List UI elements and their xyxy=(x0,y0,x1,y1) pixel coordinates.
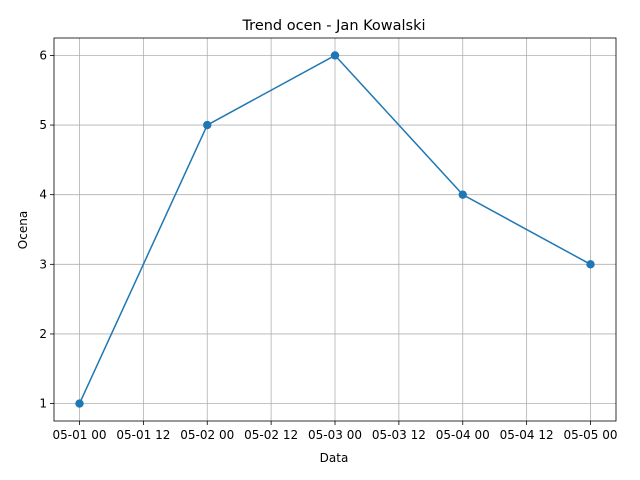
y-tick-label: 5 xyxy=(39,118,47,132)
x-tick-label: 05-03 00 xyxy=(308,428,362,442)
x-tick-label: 05-02 00 xyxy=(180,428,234,442)
x-tick-label: 05-05 00 xyxy=(564,428,618,442)
data-point xyxy=(203,120,212,130)
y-tick-label: 2 xyxy=(39,327,47,341)
x-tick-label: 05-01 00 xyxy=(53,428,107,442)
x-axis-ticks: 05-01 00 05-01 12 05-02 00 05-02 12 05-03 00… xyxy=(53,421,618,442)
y-tick-label: 4 xyxy=(39,188,47,202)
y-tick-label: 1 xyxy=(39,397,47,411)
y-tick-label: 6 xyxy=(39,48,47,62)
x-tick-label: 05-02 12 xyxy=(244,428,298,442)
data-point xyxy=(586,260,595,269)
x-tick-label: 05-04 00 xyxy=(436,428,490,442)
x-tick-label: 05-03 12 xyxy=(372,428,426,442)
y-axis-label: Ocena xyxy=(16,211,30,249)
data-point xyxy=(75,399,84,408)
data-point xyxy=(330,51,340,60)
y-axis-ticks: 1 2 3 4 5 6 xyxy=(39,48,54,411)
x-tick-label: 05-04 12 xyxy=(500,428,554,442)
x-tick-label: 05-01 12 xyxy=(116,428,170,442)
x-axis-label: Data xyxy=(320,451,349,465)
grid-lines xyxy=(54,38,616,421)
chart-title: Trend ocen - Jan Kowalski xyxy=(241,18,425,34)
series-line xyxy=(75,51,595,408)
data-point xyxy=(458,190,467,199)
y-tick-label: 3 xyxy=(39,257,47,271)
